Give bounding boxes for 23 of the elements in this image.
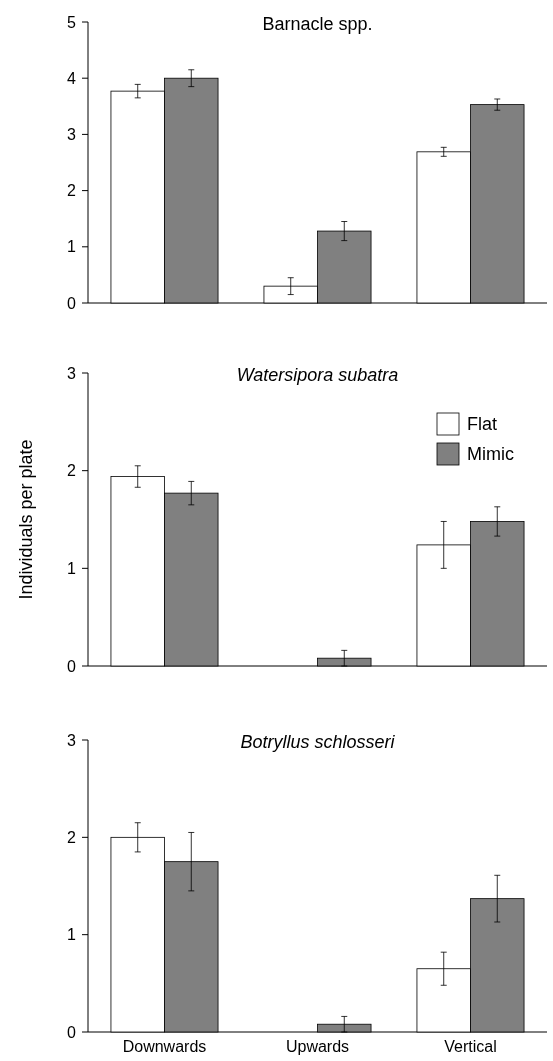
y-tick-label: 3: [67, 731, 77, 749]
y-tick-label: 2: [67, 182, 77, 200]
y-tick-label: 0: [67, 657, 77, 675]
y-tick-label: 0: [67, 294, 77, 312]
x-tick-label: Downwards: [122, 1038, 207, 1055]
chart-title: Botryllus schlosseri: [240, 732, 396, 752]
y-tick-label: 1: [67, 926, 77, 944]
legend-label: Mimic: [467, 444, 514, 465]
y-axis-title: Individuals per plate: [16, 439, 36, 600]
y-tick-label: 5: [67, 13, 77, 31]
y-tick-label: 1: [67, 559, 77, 577]
y-tick-label: 1: [67, 238, 77, 256]
legend-label: Flat: [467, 414, 498, 435]
y-tick-label: 3: [67, 126, 77, 143]
x-tick-label: Upwards: [285, 1038, 350, 1055]
x-tick-label: Vertical: [444, 1038, 497, 1055]
y-tick-label: 2: [67, 462, 77, 480]
chart-title: Barnacle spp.: [262, 14, 373, 34]
y-tick-label: 4: [67, 69, 77, 87]
chart-title: Watersipora subatra: [236, 365, 399, 385]
y-tick-label: 3: [67, 364, 77, 382]
y-tick-label: 0: [67, 1023, 77, 1041]
y-tick-label: 2: [67, 828, 77, 846]
